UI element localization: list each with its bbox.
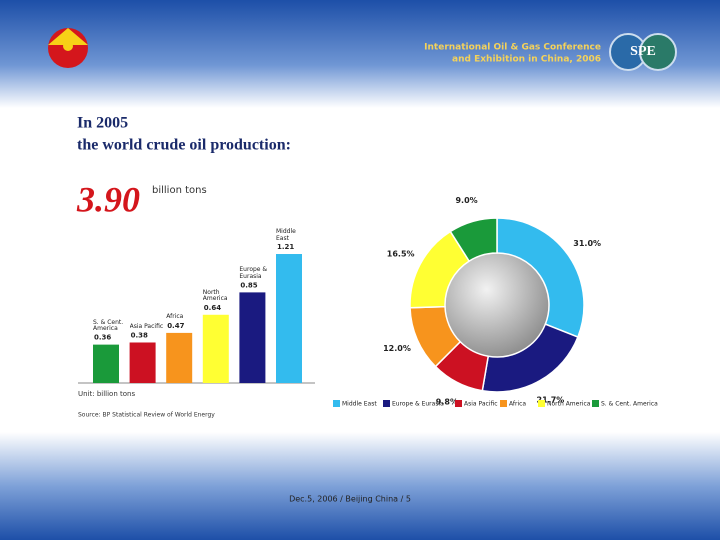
slide-title: In 2005 [77,115,128,132]
conference-name: and Exhibition in China, 2006 [452,55,601,65]
category-label: Asia Pacific [129,322,164,330]
donut-segment [496,217,585,339]
legend-label: Africa [509,401,526,408]
category-label-box: North America [202,288,228,303]
category-label-box: Europe & Eurasia [239,266,268,280]
legend-swatch [455,400,462,407]
category-label: North America [202,288,228,303]
data-label: 1.21 [277,243,294,251]
data-label: 16.5% [387,249,415,258]
legend-swatch [538,400,545,407]
donut-segment [449,217,498,263]
legend-swatch [333,400,340,407]
data-label: 0.64 [204,304,221,312]
bar [166,332,193,383]
legend-label: North America [547,401,591,408]
legend-label: S. & Cent. America [601,401,658,408]
data-label: 31.0% [573,239,601,248]
category-label: S. & Cent. America [93,318,124,333]
spe-logo [609,33,677,71]
category-label-box: Asia Pacific [129,322,164,330]
category-label-box: Africa [166,313,184,321]
data-label: 21.7% [537,396,565,405]
legend-label: Middle East [342,401,377,408]
data-label: 0.47 [167,322,184,330]
legend-swatch [500,400,507,407]
data-label: 0.38 [131,331,148,339]
legend-label: Europe & Eurasia [392,401,444,408]
total-value: 3.90 [76,179,140,219]
company-logo [48,28,88,68]
data-label: 12.0% [383,344,411,353]
category-label-box: S. & Cent. America [93,318,124,333]
bar [93,344,119,383]
legend-label: Asia Pacific [464,401,498,408]
unit-note: Unit: billion tons [78,390,135,398]
category-label: Africa [166,313,184,321]
bar [276,254,302,383]
conference-name: International Oil & Gas Conference [424,43,601,53]
footer: Dec.5, 2006 / Beijing China / 5 [289,495,411,504]
source-note: Source: BP Statistical Review of World E… [78,412,215,419]
total-unit: billion tons [152,185,207,196]
data-label: 0.36 [94,334,111,342]
data-label: 9.0% [455,196,477,205]
category-label: Europe & Eurasia [239,266,268,280]
category-label: Middle East [276,228,296,242]
globe [445,253,549,357]
legend-swatch [592,400,599,407]
bar [202,314,229,383]
slide-title: the world crude oil production: [77,137,291,154]
category-label-box: Middle East [276,228,296,242]
legend-swatch [383,400,390,407]
data-label: 9.8% [436,397,458,406]
bar [239,292,266,383]
bar [129,342,156,383]
spe-text: SPE [630,44,656,59]
data-label: 0.85 [240,281,257,289]
